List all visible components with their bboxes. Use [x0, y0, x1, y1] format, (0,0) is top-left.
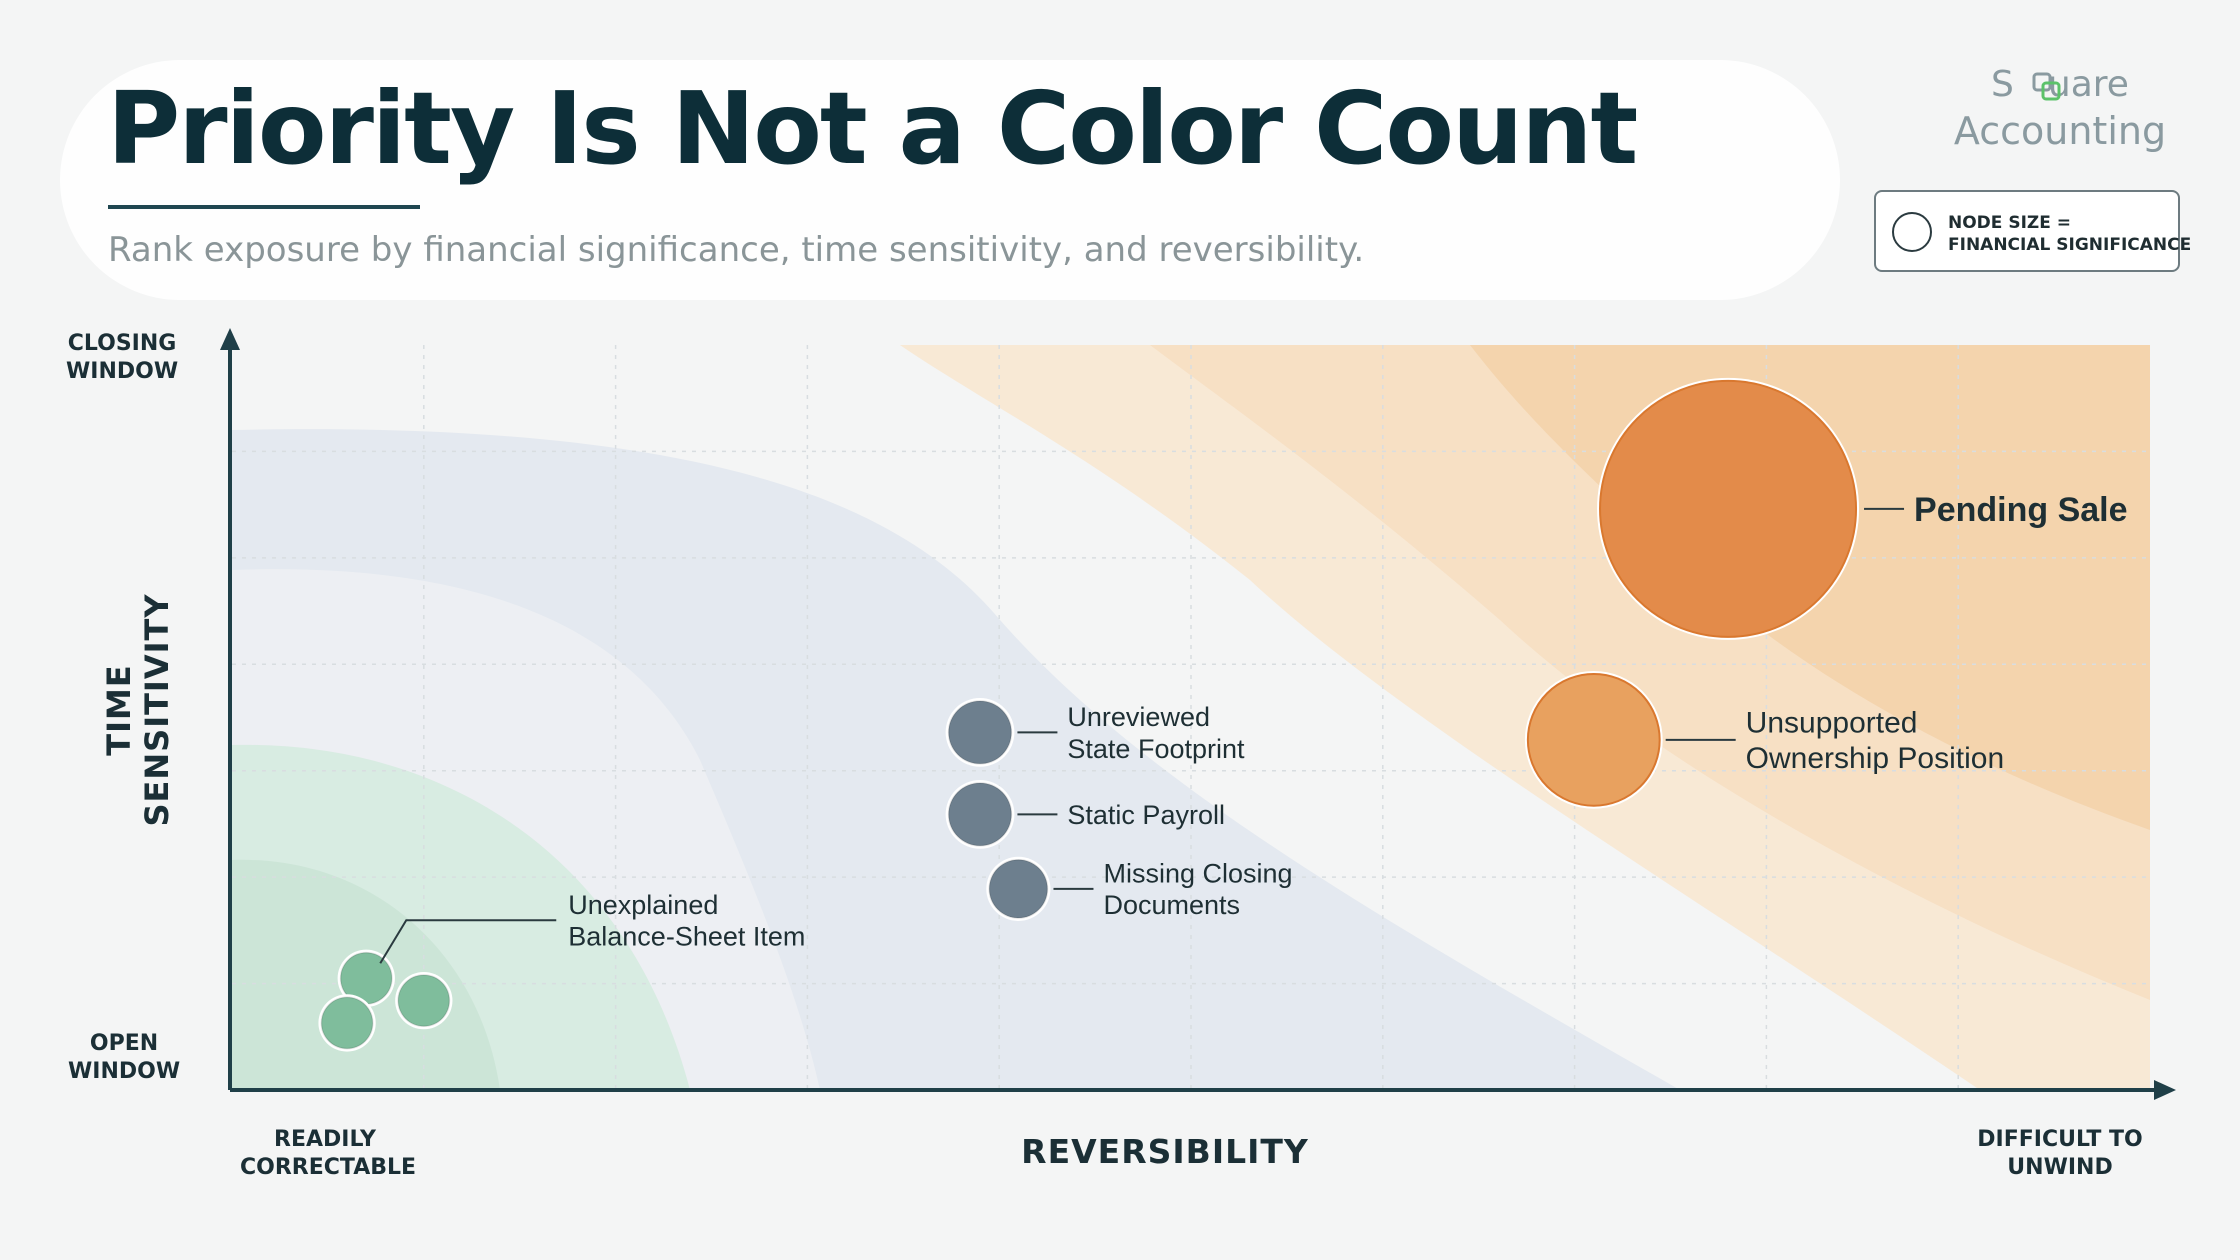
- y-axis-low-label: OPEN WINDOW: [68, 1030, 180, 1086]
- header-background: [60, 60, 1840, 300]
- point-label-0-line-0: Pending Sale: [1914, 491, 2128, 529]
- x-axis-low-label: READILY CORRECTABLE: [240, 1126, 417, 1182]
- point-label-5-line-1: Balance-Sheet Item: [568, 922, 805, 952]
- legend-line-1: NODE SIZE =: [1948, 213, 2071, 233]
- data-point-0: [1599, 379, 1858, 638]
- page-subtitle: Rank exposure by financial significance,…: [108, 230, 1365, 270]
- brand-line-1-start: S: [1991, 64, 2014, 105]
- point-label-2-line-0: Unreviewed: [1067, 702, 1210, 732]
- linked-squares-icon: [2032, 72, 2061, 101]
- data-point-7: [397, 974, 451, 1027]
- x-axis-title: REVERSIBILITY: [1021, 1132, 1309, 1171]
- data-point-4: [988, 859, 1049, 919]
- x-axis-high-line-2: UNWIND: [2007, 1155, 2113, 1180]
- y-axis-arrow: [220, 328, 240, 350]
- x-axis-high-label: DIFFICULT TO UNWIND: [1970, 1126, 2150, 1182]
- brand-line-1-end: uare: [2047, 64, 2129, 105]
- point-label-4-line-1: Documents: [1103, 890, 1240, 920]
- y-axis-high-line-1: CLOSING: [67, 331, 177, 356]
- data-point-1: [1526, 672, 1661, 807]
- legend-text: NODE SIZE = FINANCIAL SIGNIFICANCE: [1948, 212, 2191, 256]
- leader-line-5: [379, 919, 557, 964]
- y-axis-high-label: CLOSING WINDOW: [66, 330, 178, 386]
- x-axis-high-line-1: DIFFICULT TO: [1977, 1127, 2143, 1152]
- circle-outline-icon: [1892, 212, 1932, 252]
- point-label-1-line-1: Ownership Position: [1746, 742, 2004, 775]
- point-label-4-line-0: Missing Closing: [1103, 858, 1292, 888]
- page-title: Priority Is Not a Color Count: [107, 70, 1638, 187]
- point-label-1-line-0: Unsupported: [1746, 707, 1918, 740]
- point-label-3-line-0: Static Payroll: [1067, 800, 1225, 830]
- x-axis-low-line-1: READILY: [274, 1127, 376, 1152]
- data-point-3: [947, 782, 1013, 847]
- brand-line-2: Accounting: [1953, 109, 2167, 153]
- data-point-2: [947, 700, 1013, 765]
- size-legend: NODE SIZE = FINANCIAL SIGNIFICANCE: [1874, 190, 2191, 272]
- point-label-5-line-0: Unexplained: [568, 890, 718, 920]
- data-point-6: [320, 996, 374, 1050]
- legend-line-2: FINANCIAL SIGNIFICANCE: [1948, 235, 2192, 255]
- y-axis-high-line-2: WINDOW: [66, 359, 179, 384]
- x-axis-low-line-2: CORRECTABLE: [240, 1155, 417, 1180]
- title-underline: [108, 205, 420, 209]
- y-axis-low-line-2: WINDOW: [68, 1059, 181, 1084]
- axes: [220, 328, 2176, 1100]
- point-label-2-line-1: State Footprint: [1067, 734, 1245, 764]
- x-axis-arrow: [2154, 1080, 2176, 1100]
- y-axis-low-line-1: OPEN: [89, 1031, 159, 1056]
